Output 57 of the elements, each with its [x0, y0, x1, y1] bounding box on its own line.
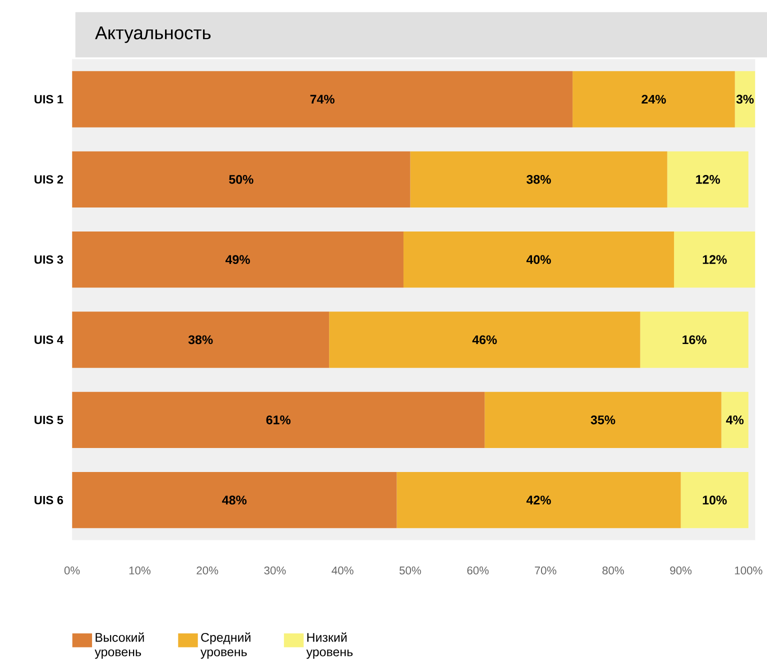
- x-tick-label: 70%: [534, 566, 556, 574]
- x-tick-label: 90%: [670, 566, 692, 574]
- legend-label: Низкий уровень: [306, 632, 353, 659]
- bar: [72, 472, 397, 528]
- data-label: 3%: [736, 94, 754, 104]
- data-label: 12%: [702, 255, 727, 264]
- y-tick-label: UIS 4: [34, 335, 64, 344]
- bar: [572, 70, 735, 128]
- data-label: 74%: [310, 94, 334, 104]
- x-tick-label: 40%: [332, 566, 354, 574]
- bar: [72, 392, 485, 448]
- bar: [72, 231, 404, 288]
- data-label: 38%: [526, 174, 551, 184]
- bar: [640, 312, 748, 368]
- x-tick-label: 20%: [196, 566, 218, 574]
- data-label: 24%: [642, 94, 666, 104]
- bar: [667, 151, 748, 208]
- data-label: 48%: [222, 496, 247, 504]
- bar: [674, 231, 756, 288]
- data-label: 61%: [266, 415, 291, 424]
- y-tick-label: UIS 2: [34, 175, 63, 184]
- data-label: 50%: [229, 174, 254, 184]
- data-label: 38%: [188, 335, 213, 344]
- bar: [72, 70, 573, 128]
- x-tick-label: 30%: [264, 566, 286, 574]
- legend-label: Средний уровень: [200, 632, 250, 659]
- x-tick-label: 10%: [129, 566, 150, 574]
- x-tick-label: 80%: [602, 566, 624, 574]
- bar: [680, 472, 748, 528]
- bar: [403, 231, 674, 288]
- bar: [72, 151, 410, 208]
- data-label: 46%: [472, 335, 497, 344]
- bar: [410, 151, 668, 208]
- y-tick-label: UIS 6: [34, 496, 64, 504]
- bar: [396, 472, 681, 528]
- bar: [734, 70, 756, 128]
- chart-title: Актуальность: [95, 26, 211, 43]
- x-tick-label: 60%: [467, 566, 489, 574]
- x-tick-label: 100%: [734, 566, 762, 574]
- bar: [484, 392, 722, 448]
- data-label: 35%: [590, 415, 616, 424]
- data-label: 40%: [526, 254, 551, 264]
- data-label: 16%: [682, 335, 706, 344]
- bar: [329, 312, 640, 368]
- bar: [721, 392, 748, 448]
- data-label: 49%: [225, 254, 250, 264]
- bar: [72, 312, 330, 368]
- data-label: 42%: [526, 496, 551, 504]
- x-tick-label: 0%: [64, 566, 80, 574]
- y-tick-label: UIS 3: [34, 255, 64, 264]
- legend-label: Высокий уровень: [94, 632, 144, 659]
- y-tick-label: UIS 1: [34, 94, 64, 104]
- x-tick-label: 50%: [400, 566, 422, 574]
- data-label: 10%: [702, 496, 727, 504]
- data-label: 4%: [726, 415, 744, 424]
- y-tick-label: UIS 5: [34, 416, 64, 424]
- data-label: 12%: [696, 174, 720, 184]
